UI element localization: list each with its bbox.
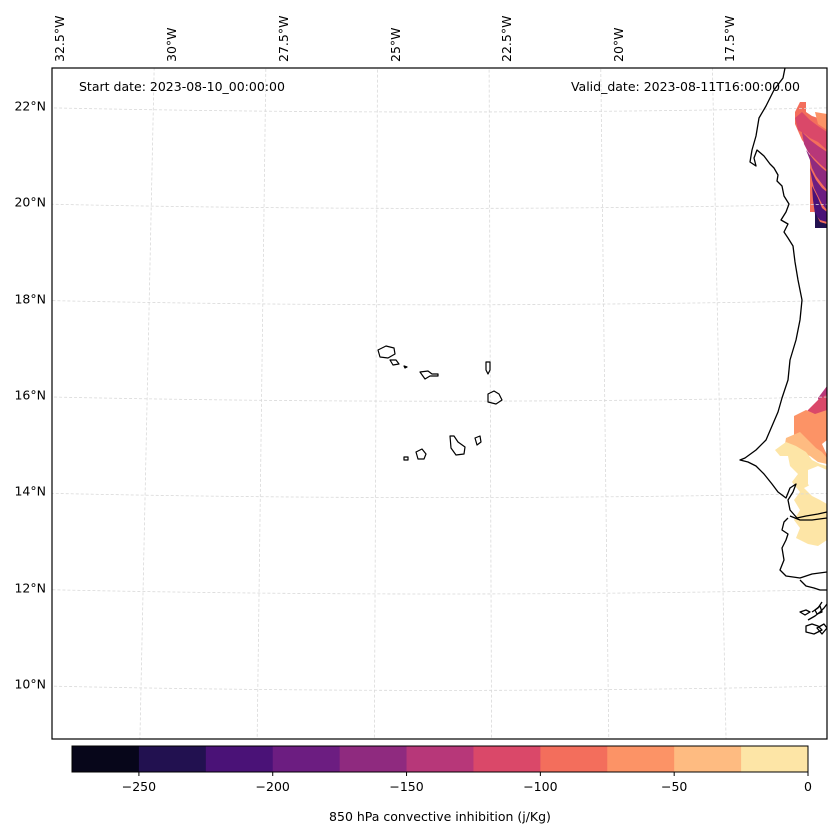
island-sao-nicolau [419,370,439,380]
map-frame [51,67,828,740]
colorbar-tick-label: −150 [389,779,423,794]
colorbar-swatches [72,746,809,772]
colorbar-swatch [339,746,408,772]
colorbar-tick-label: −50 [661,779,687,794]
longitude-tick-label: 27.5°W [276,16,291,62]
coastline [739,68,827,635]
latitude-tick-label: 14°N [14,484,46,499]
parallel-gridline [52,396,827,402]
island-boa-vista [487,390,503,405]
longitude-tick-label: 17.5°W [722,16,737,62]
latitude-tick-label: 22°N [14,99,46,114]
cin-region-north-l2 [795,112,827,150]
colorbar-swatch [741,746,809,772]
island-sao-vicente [389,359,400,366]
island-santiago [449,435,466,456]
island-brava [403,456,409,461]
colorbar-ticks: −250 −200 −150 −100 −50 0 [122,772,812,794]
cape-verde-islands [377,345,503,461]
colorbar-swatch [540,746,608,772]
island-sal [485,361,491,375]
island-maio [474,435,482,446]
latitude-tick-label: 18°N [14,292,46,307]
island-santo-antao [377,345,396,359]
colorbar: −250 −200 −150 −100 −50 0 850 hPa convective … [71,745,812,824]
map-background [52,68,827,739]
colorbar-swatch [138,746,207,772]
longitude-tick-label: 25°W [388,27,403,62]
colorbar-swatch [607,746,675,772]
coastline-west-africa [739,68,827,591]
longitude-tick-labels: 32.5°W 30°W 27.5°W 25°W 22.5°W 20°W 17.5°W [52,16,737,62]
coastline-bijagos-3 [805,623,823,635]
coastline-bijagos-4 [816,623,827,635]
cin-region-north-l7 [815,212,827,228]
cin-region-north-l6 [812,186,827,222]
cin-region-senegal-lower [785,432,827,464]
gridlines [52,68,827,739]
colorbar-tick-label: −250 [122,779,156,794]
coastline-bijagos-1 [799,609,811,616]
longitude-tick-label: 30°W [164,27,179,62]
coastline-bijagos-2 [814,605,823,615]
colorbar-swatch [406,746,474,772]
parallel-gridline [52,685,827,691]
start-date-label: Start date: 2023-08-10_00:00:00 [79,79,285,94]
parallel-gridline [52,300,827,306]
parallel-gridline [52,203,827,209]
latitude-tick-label: 20°N [14,195,46,210]
latitude-tick-labels: 22°N 20°N 18°N 16°N 14°N 12°N 10°N [14,99,46,692]
colorbar-swatch [272,746,341,772]
colorbar-frame [71,745,809,773]
colorbar-swatch [205,746,274,772]
colorbar-swatch [473,746,541,772]
longitude-tick-label: 22.5°W [499,16,514,62]
cin-region-north-l1 [815,112,827,130]
island-santa-luzia [403,365,408,369]
valid-date-label: Valid_date: 2023-08-11T16:00:00.00 [571,79,800,94]
colorbar-tick-label: 0 [804,779,812,794]
colorbar-swatch [72,746,140,772]
cin-region-gambia-gap [808,466,827,500]
colorbar-label: 850 hPa convective inhibition (j/Kg) [329,809,551,824]
latitude-tick-label: 10°N [14,677,46,692]
colorbar-tick-label: −200 [256,779,290,794]
longitude-tick-label: 32.5°W [52,16,67,62]
parallel-gridline [52,107,827,113]
meridian-gridline [139,68,155,739]
island-fogo [415,448,427,460]
colorbar-tick-label: −100 [523,779,557,794]
parallel-gridline [52,492,827,498]
coastline-gambia-river [789,515,827,521]
colorbar-swatch [674,746,742,772]
cin-region-north-l3 [802,132,827,170]
cin-region-north-l4 [806,150,827,190]
cin-region-north-l5 [810,168,827,210]
cin-region-senegal-mid [794,410,827,460]
latitude-tick-label: 16°N [14,388,46,403]
latitude-tick-label: 12°N [14,581,46,596]
longitude-tick-label: 20°W [611,27,626,62]
